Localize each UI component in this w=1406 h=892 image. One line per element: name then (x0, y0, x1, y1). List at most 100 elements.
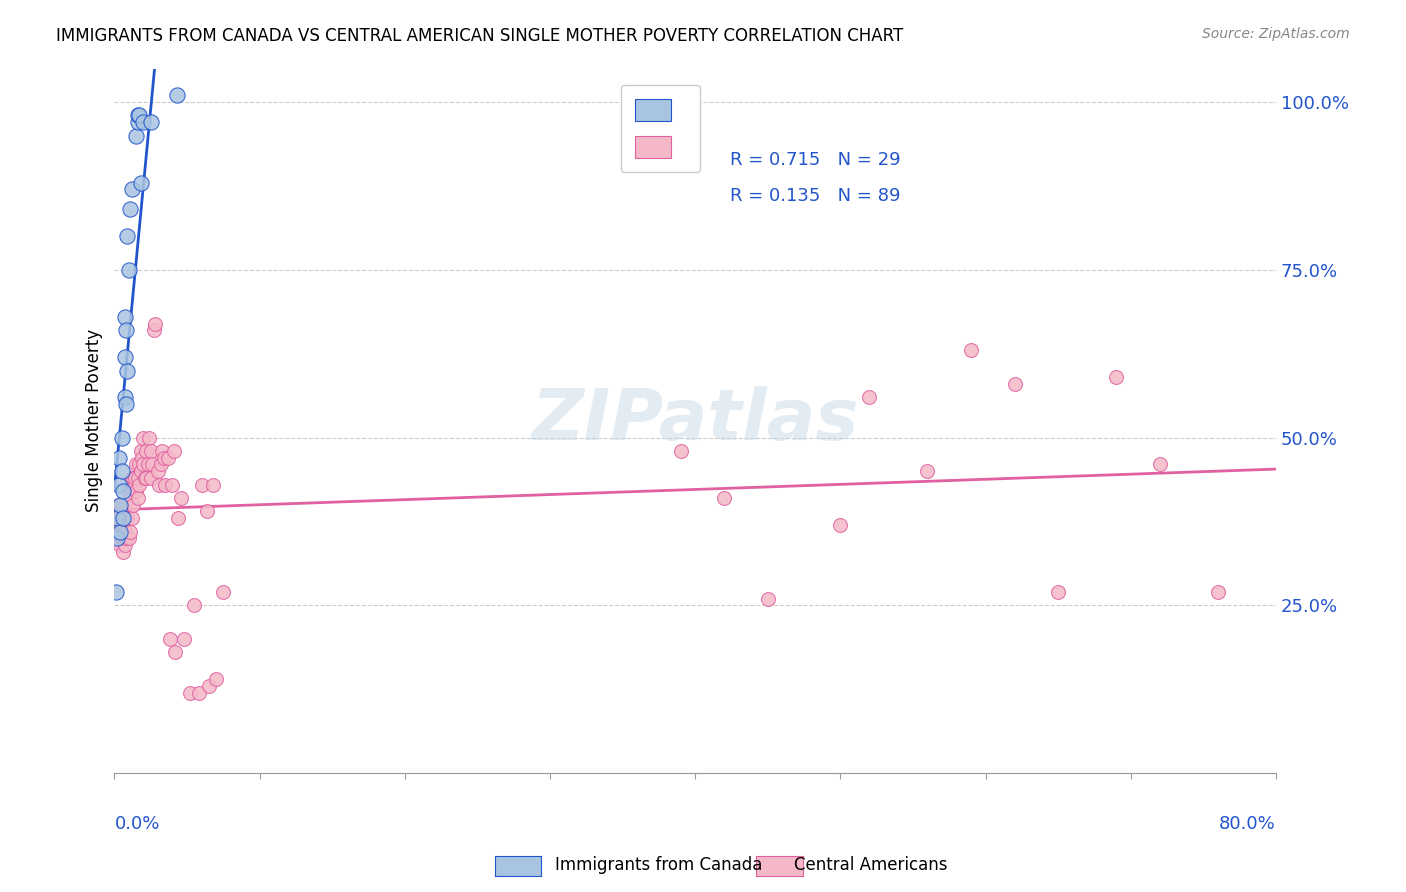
Point (142, 323, 165, 337)
Point (115, 323, 138, 337)
Point (118, 263, 141, 277)
Point (121, 471, 143, 485)
Text: 80.0%: 80.0% (1219, 815, 1277, 833)
Point (152, 450, 174, 465)
Point (149, 458, 172, 472)
Point (858, 390, 880, 404)
Point (136, 458, 159, 472)
Point (107, 524, 129, 539)
Point (162, 477, 184, 491)
Point (117, 363, 139, 377)
Point (104, 517, 127, 532)
Point (127, 108, 149, 122)
Point (132, 431, 155, 445)
Point (112, 517, 135, 532)
Point (125, 128, 148, 143)
Point (139, 444, 162, 458)
Point (141, 458, 163, 472)
Point (114, 390, 136, 404)
Point (121, 511, 143, 525)
Point (110, 498, 132, 512)
Point (830, 517, 852, 532)
Point (114, 310, 136, 324)
Text: Source: ZipAtlas.com: Source: ZipAtlas.com (1202, 27, 1350, 41)
Text: IMMIGRANTS FROM CANADA VS CENTRAL AMERICAN SINGLE MOTHER POVERTY CORRELATION CHA: IMMIGRANTS FROM CANADA VS CENTRAL AMERIC… (56, 27, 904, 45)
Point (131, 450, 153, 465)
Point (139, 471, 162, 485)
Point (139, 115, 162, 129)
Point (117, 229, 139, 244)
Point (110, 538, 132, 552)
Point (135, 444, 157, 458)
Point (127, 491, 149, 505)
Point (159, 632, 181, 646)
Point (104, 585, 127, 599)
Point (756, 591, 779, 606)
Point (1047, 585, 1070, 599)
Point (128, 108, 150, 122)
Point (111, 431, 134, 445)
Point (165, 645, 187, 659)
Point (202, 477, 225, 491)
Point (135, 471, 157, 485)
Point (107, 531, 129, 545)
Point (138, 431, 160, 445)
Point (111, 464, 134, 478)
Point (124, 477, 146, 491)
Point (1206, 585, 1229, 599)
Point (114, 350, 136, 364)
Point (107, 498, 129, 512)
Point (917, 464, 939, 478)
Point (146, 464, 169, 478)
Point (105, 504, 128, 518)
Point (105, 524, 128, 539)
Point (112, 511, 135, 525)
Point (166, 88, 188, 103)
Point (118, 484, 141, 499)
Point (117, 511, 139, 525)
Point (104, 511, 127, 525)
Point (111, 498, 134, 512)
Text: R = 0.715   N = 29: R = 0.715 N = 29 (730, 152, 900, 169)
Point (120, 491, 142, 505)
Point (111, 531, 134, 545)
Point (107, 511, 129, 525)
Point (190, 477, 212, 491)
Point (124, 471, 146, 485)
Point (129, 444, 152, 458)
Point (122, 498, 145, 512)
Point (669, 444, 692, 458)
Point (112, 531, 135, 545)
Point (163, 444, 186, 458)
Point (115, 531, 138, 545)
Point (1105, 370, 1128, 384)
Point (115, 397, 138, 411)
Point (107, 450, 129, 465)
Point (179, 686, 201, 700)
Point (127, 471, 149, 485)
Point (127, 115, 149, 129)
Point (960, 343, 983, 358)
Text: R = 0.135   N = 89: R = 0.135 N = 89 (730, 187, 900, 205)
Point (111, 517, 134, 532)
Point (1004, 376, 1026, 391)
Point (129, 176, 152, 190)
Point (105, 531, 128, 545)
Text: 0.0%: 0.0% (114, 815, 160, 833)
Point (120, 202, 142, 217)
Point (155, 477, 177, 491)
Point (713, 491, 735, 505)
Point (122, 471, 145, 485)
Legend: , : , (620, 85, 700, 172)
Point (115, 511, 138, 525)
Point (105, 517, 128, 532)
Point (105, 511, 128, 525)
Point (110, 511, 132, 525)
Point (112, 545, 135, 559)
Point (128, 477, 150, 491)
Point (107, 477, 129, 491)
Point (195, 504, 218, 518)
Point (112, 484, 135, 499)
Point (150, 444, 173, 458)
Text: ZIPatlas: ZIPatlas (531, 386, 859, 455)
